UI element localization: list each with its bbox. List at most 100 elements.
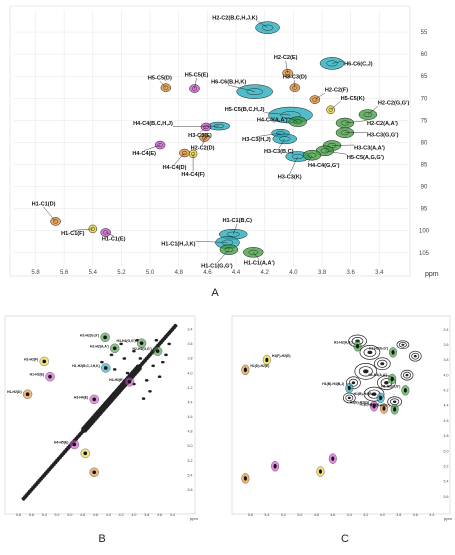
panel-c-peak-label: H1-H2(G,G') — [381, 384, 400, 388]
panel-c-peak-core — [331, 456, 335, 461]
panel-a-peak-label: H6-C6(B,H,K) — [211, 80, 246, 86]
panel-a-leader-line — [256, 132, 281, 137]
panel-b-crosspeak — [157, 375, 162, 379]
panel-a-leader-line — [264, 112, 291, 116]
panel-a-x-tick-label: 4.0 — [289, 270, 298, 276]
panel-c-contour-core — [380, 362, 385, 366]
panel-c-x-tick-label: 4.2 — [363, 513, 368, 517]
panel-b-x-tick-label: 5.8 — [16, 513, 21, 517]
panel-c-y-tick-label: 3.6 — [444, 343, 449, 347]
panel-a-peak-label: H2-C2(F) — [325, 88, 348, 94]
panel-a-peak-label: H1-C1(H,J,K) — [161, 242, 195, 248]
panel-a-peak-label: H2-C2(A,A') — [367, 121, 398, 127]
panel-c-y-tick-label: 4.6 — [444, 419, 449, 423]
panel-b-crosspeaks — [100, 338, 171, 400]
panel-b-crosspeak — [151, 364, 155, 368]
panel-a-peak-label: H1-C1(G,G') — [201, 264, 233, 270]
panel-c-y-tick-label: 3.4 — [444, 328, 449, 332]
panel-b-peak-core — [72, 442, 77, 447]
panel-a-leader-line — [253, 252, 260, 260]
panel-a-xlabel: ppm — [425, 271, 439, 278]
panel-a-y-tick-label: 70 — [421, 96, 428, 102]
panel-a-leader-line — [172, 125, 219, 127]
panel-a-leader-line — [43, 206, 56, 222]
panel-c-contour-core — [405, 373, 409, 377]
panel-b-crosspeak — [122, 357, 127, 360]
panel-c-contour — [377, 375, 396, 391]
panel-b-y-tick-label: 4.4 — [188, 400, 193, 404]
panel-b-crosspeak — [100, 360, 104, 364]
panel-b-peak-core — [25, 392, 30, 397]
panel-c-y-tick-label: 4.4 — [444, 404, 449, 408]
panel-a-leader-line — [105, 232, 114, 237]
panel-c-peak-labels: H1-H2(A,A') H1-H3(G,G') H1(F)-H2(E) H1(D)-H… — [250, 340, 400, 407]
panel-b-peak-labels: H1-H2(G,G') H3-H4(G,G') H1-H2(A,A') H2-H3(G… — [7, 333, 152, 444]
panel-c-y-tick-label: 3.8 — [444, 358, 449, 362]
panel-c-peak-core — [243, 367, 247, 373]
panel-a-peak-label: H5-C5(B,C,H,J) — [225, 107, 265, 113]
panel-a-y-tick-label: 95 — [421, 207, 428, 213]
panel-c-peak-label: H1-H4(A,A') — [368, 373, 387, 377]
panel-c-peak-core — [273, 464, 277, 469]
panel-c-x-tick-label: 5.0 — [297, 513, 302, 517]
panel-c-contour-core — [367, 350, 373, 355]
panel-b-peak-core — [127, 380, 132, 384]
panel-c-y-tick-label: 4.2 — [444, 389, 449, 393]
panel-c-x-tick-label: 4.0 — [380, 513, 385, 517]
panel-c-peak-core — [347, 385, 351, 391]
panel-a-peak-contour — [340, 120, 350, 126]
panel-c-x-tick-label: 3.8 — [396, 513, 401, 517]
panel-b-x-tick-label: 5.0 — [67, 513, 72, 517]
panel-a-x-tick-label: 5.2 — [117, 270, 126, 276]
panel-c-x-tick-label: 5.6 — [248, 513, 253, 517]
panel-a-x-tick-label: 4.8 — [175, 270, 184, 276]
panel-a-peak-contour — [182, 151, 187, 156]
panel-a-peak-contour — [279, 136, 291, 142]
panel-c-peak-core — [265, 357, 269, 363]
panel-c-contour-core — [351, 381, 356, 385]
panel-b-peak-core — [155, 349, 160, 353]
panel-a-leader-line — [216, 249, 230, 264]
panel-b-crosspeak — [112, 368, 117, 371]
panel-b: H1-H2(G,G') H3-H4(G,G') H1-H2(A,A') H2-H3(G… — [4, 315, 198, 521]
panel-a-peak-label: H2-C2(G,G') — [378, 101, 410, 107]
panel-b-peak-core — [92, 470, 97, 475]
panel-a-peak-label: H4-C4(B,C,H,J) — [133, 121, 173, 127]
panel-b-peak-core — [42, 359, 47, 364]
panel-a-peak-label: H1-C1(E) — [102, 236, 126, 242]
panel-c-y-tick-label: 5.4 — [444, 480, 449, 484]
panel-a-peak-label: H1-C1(A,A') — [244, 260, 275, 266]
panel-c-label: C — [341, 533, 349, 545]
panel-a-peak-label: H1-C1(B,C) — [222, 218, 252, 224]
panel-a-peak-label: H6-C6(C,J) — [344, 61, 373, 67]
panel-b-y-tick-label: 3.8 — [188, 357, 193, 361]
panel-c-contour — [400, 369, 414, 381]
panel-a-y-tick-label: 80 — [421, 140, 428, 146]
panel-a-peak-contour — [307, 152, 317, 158]
panel-a-peak-label: H2-C2(D) — [191, 146, 215, 152]
panel-a-label: A — [211, 287, 219, 299]
panel-c-x-tick-label: 3.6 — [413, 513, 418, 517]
panel-a-peak-label: H4-C4(G,G') — [308, 163, 340, 169]
panel-c-peak-core — [390, 376, 394, 382]
panel-c-peak-core — [382, 406, 386, 411]
panel-a-peak-contour — [246, 88, 263, 96]
panel-b-x-tick-label: 5.6 — [29, 513, 34, 517]
panel-a-leader-line — [278, 138, 285, 149]
panel-b-peak-core — [92, 397, 97, 402]
panel-c-peak-label: H1(B)-H4(B,J) — [354, 392, 376, 396]
panel-a-peak-label: H5-C5(A,G,G') — [347, 155, 384, 161]
panel-b-x-tick-label: 3.4 — [170, 513, 175, 517]
panel-c-peak-label: H1(D)-H4(G) — [360, 403, 379, 407]
panel-c-contour — [359, 345, 381, 360]
panel-a-leader-line — [199, 126, 207, 133]
panel-b-label: B — [98, 533, 105, 545]
panel-a-peak-contour — [53, 219, 58, 224]
panel-a-leader-line — [367, 105, 379, 115]
panel-b-x-tick-label: 5.2 — [55, 513, 60, 517]
panel-c-y-tick-label: 4.8 — [444, 434, 449, 438]
panel-a-x-tick-label: 3.6 — [347, 270, 356, 276]
panel-a-x-tick-label: 5.4 — [89, 270, 98, 276]
panel-c-peak-label: H1-H2(A,A') — [334, 340, 353, 344]
panel-b-crosspeak — [144, 379, 149, 382]
